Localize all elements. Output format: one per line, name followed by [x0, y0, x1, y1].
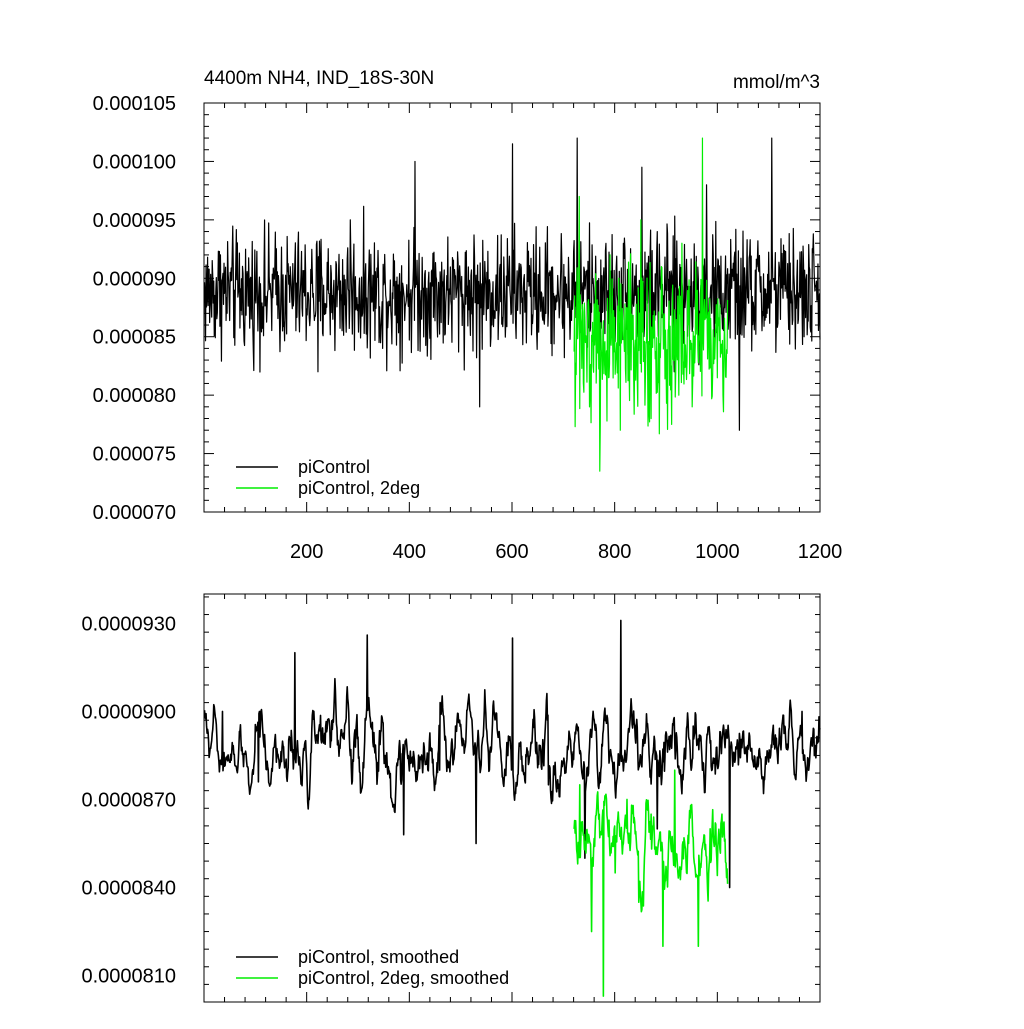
y-tick-label: 0.0000870 [81, 789, 176, 811]
x-tick-label: 600 [495, 541, 528, 563]
legend-label: piControl [298, 457, 370, 477]
x-tick-label: 1200 [798, 541, 843, 563]
y-tick-label: 0.000090 [93, 268, 176, 290]
units-label: mmol/m^3 [733, 72, 820, 93]
y-tick-label: 0.0000840 [81, 878, 176, 900]
bottom-panel: 0.0000810 0.0000840 0.0000870 0.0000900 0.00… [81, 593, 821, 1003]
legend-label: piControl, 2deg, smoothed [298, 968, 509, 988]
top-panel: 4400m NH4, IND_18S-30N mmol/m^3 200 400 60… [93, 68, 843, 563]
x-tick-label: 200 [290, 541, 323, 563]
x-tick-label: 1000 [695, 541, 740, 563]
y-tick-label: 0.000100 [93, 151, 176, 173]
legend-label: piControl, 2deg [298, 478, 420, 498]
x-tick-label: 400 [393, 541, 426, 563]
y-tick-label: 0.000075 [93, 444, 176, 466]
y-tick-label: 0.000105 [93, 93, 176, 115]
chart-title: 4400m NH4, IND_18S-30N [204, 68, 434, 89]
x-tick-label: 800 [598, 541, 631, 563]
legend-label: piControl, smoothed [298, 947, 459, 967]
y-tick-label: 0.000095 [93, 210, 176, 232]
y-tick-label: 0.000070 [93, 502, 176, 524]
series-line-picontrol-2deg [573, 137, 729, 472]
series-line-picontrol-2deg [573, 769, 729, 997]
y-tick-label: 0.0000900 [81, 701, 176, 723]
series-line-picontrol [203, 619, 821, 889]
y-tick-label: 0.0000810 [81, 966, 176, 988]
y-tick-label: 0.000080 [93, 385, 176, 407]
y-tick-label: 0.0000930 [81, 613, 176, 635]
series-line-picontrol [203, 137, 821, 431]
y-tick-label: 0.000085 [93, 327, 176, 349]
